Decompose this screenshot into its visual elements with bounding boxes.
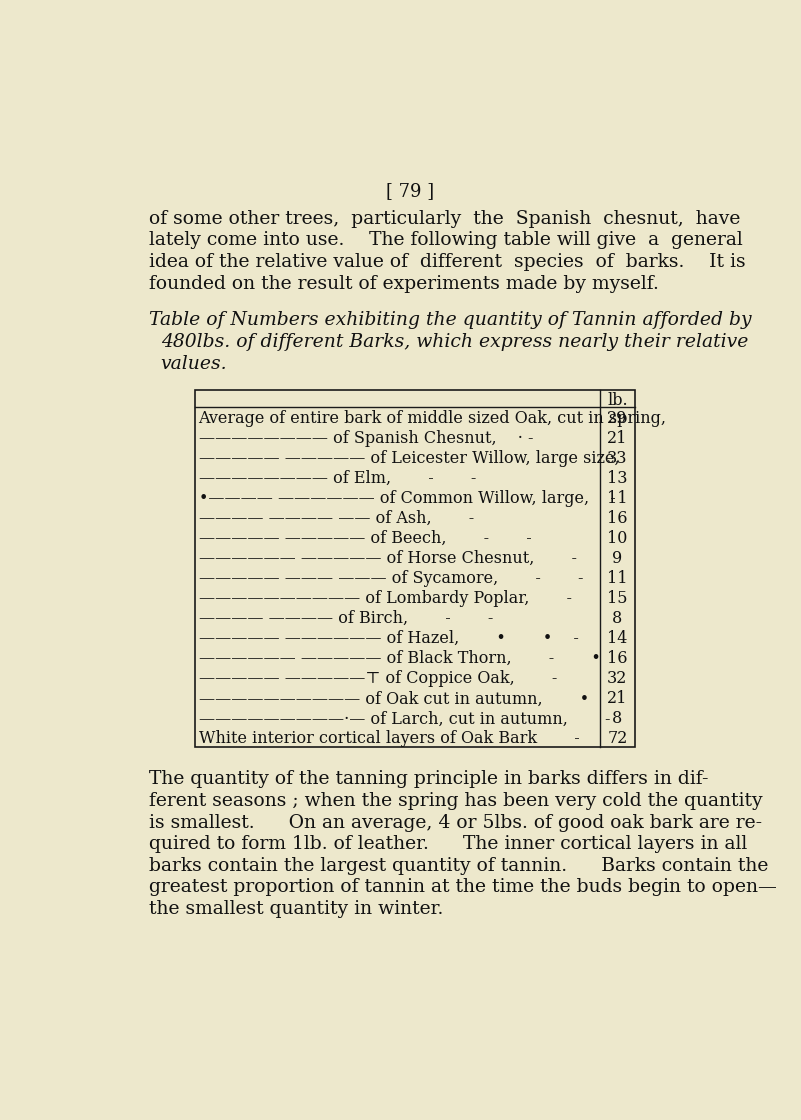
Text: ———————— of Spanish Chesnut,  · -: ———————— of Spanish Chesnut, · - (199, 430, 533, 447)
Text: 15: 15 (607, 590, 628, 607)
Text: ————— ————— of Leicester Willow, large size,: ————— ————— of Leicester Willow, large s… (199, 450, 619, 467)
Text: —————————— of Lombardy Poplar,   -: —————————— of Lombardy Poplar, - (199, 590, 572, 607)
Text: —————————— of Oak cut in autumn,   •: —————————— of Oak cut in autumn, • (199, 690, 589, 708)
Bar (195, 390, 635, 747)
Text: the smallest quantity in winter.: the smallest quantity in winter. (149, 899, 443, 917)
Text: •———— —————— of Common Willow, large,  -: •———— —————— of Common Willow, large, - (199, 491, 615, 507)
Text: greatest proportion of tannin at the time the buds begin to open—: greatest proportion of tannin at the tim… (149, 878, 777, 896)
Text: idea of the relative value of  different  species  of  barks.  It is: idea of the relative value of different … (149, 253, 746, 271)
Text: 33: 33 (607, 450, 628, 467)
Text: White interior cortical layers of Oak Bark   -: White interior cortical layers of Oak Ba… (199, 730, 579, 747)
Text: 21: 21 (607, 690, 628, 708)
Text: 16: 16 (607, 510, 628, 528)
Text: 13: 13 (607, 470, 628, 487)
Text: The quantity of the tanning principle in barks differs in dif-: The quantity of the tanning principle in… (149, 771, 708, 788)
Text: of some other trees,  particularly  the  Spanish  chesnut,  have: of some other trees, particularly the Sp… (149, 209, 740, 227)
Text: quired to form 1lb. of leather.   The inner cortical layers in all: quired to form 1lb. of leather. The inne… (149, 836, 747, 853)
Text: 10: 10 (607, 530, 628, 548)
Text: ————— ————— of Beech,   -   -: ————— ————— of Beech, - - (199, 530, 531, 548)
Text: 16: 16 (607, 651, 628, 668)
Text: lb.: lb. (607, 392, 628, 409)
Text: ———— ———— of Birch,   -   -: ———— ———— of Birch, - - (199, 610, 493, 627)
Text: ————— —————⊤ of Coppice Oak,   -: ————— —————⊤ of Coppice Oak, - (199, 670, 557, 688)
Text: 8: 8 (612, 610, 622, 627)
Text: 32: 32 (607, 670, 628, 688)
Text: 14: 14 (607, 631, 628, 647)
Text: barks contain the largest quantity of tannin.   Barks contain the: barks contain the largest quantity of ta… (149, 857, 768, 875)
Text: ferent seasons ; when the spring has been very cold the quantity: ferent seasons ; when the spring has bee… (149, 792, 763, 810)
Text: 11: 11 (607, 491, 628, 507)
Text: 72: 72 (607, 730, 628, 747)
Text: 480lbs. of different Barks, which express nearly their relative: 480lbs. of different Barks, which expres… (160, 333, 748, 351)
Text: Average of entire bark of middle sized Oak, cut in spring,: Average of entire bark of middle sized O… (199, 410, 666, 427)
Text: ————— ——— ——— of Sycamore,   -   -: ————— ——— ——— of Sycamore, - - (199, 570, 583, 587)
Text: 21: 21 (607, 430, 628, 447)
Text: [ 79 ]: [ 79 ] (386, 183, 434, 200)
Text: 8: 8 (612, 710, 622, 727)
Text: 9: 9 (612, 550, 622, 567)
Text: —————— ————— of Black Thorn,   -   •: —————— ————— of Black Thorn, - • (199, 651, 600, 668)
Text: ———— ———— —— of Ash,   -: ———— ———— —— of Ash, - (199, 510, 474, 528)
Text: ————— —————— of Hazel,   •   •  -: ————— —————— of Hazel, • • - (199, 631, 578, 647)
Text: Table of Numbers exhibiting the quantity of Tannin afforded by: Table of Numbers exhibiting the quantity… (149, 311, 751, 329)
Text: ———————— of Elm,   -   -: ———————— of Elm, - - (199, 470, 476, 487)
Text: is smallest.   On an average, 4 or 5lbs. of good oak bark are re-: is smallest. On an average, 4 or 5lbs. o… (149, 813, 762, 831)
Text: —————— ————— of Horse Chesnut,   -: —————— ————— of Horse Chesnut, - (199, 550, 577, 567)
Text: founded on the result of experiments made by myself.: founded on the result of experiments mad… (149, 274, 659, 292)
Text: values.: values. (160, 355, 227, 373)
Text: —————————·— of Larch, cut in autumn,   -: —————————·— of Larch, cut in autumn, - (199, 710, 610, 727)
Text: 11: 11 (607, 570, 628, 587)
Text: 29: 29 (607, 410, 628, 427)
Text: lately come into use.  The following table will give  a  general: lately come into use. The following tabl… (149, 232, 743, 250)
